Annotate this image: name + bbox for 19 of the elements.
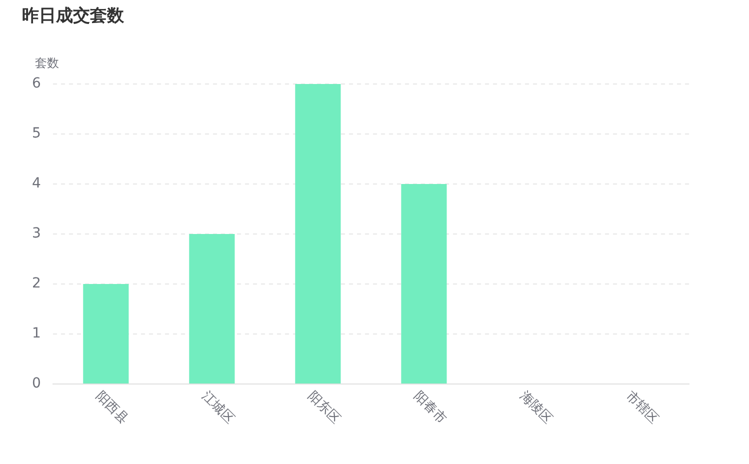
y-tick-label: 1: [32, 326, 41, 342]
y-tick-label: 4: [32, 176, 41, 192]
x-tick-label: 海陵区: [516, 388, 555, 427]
bar: [83, 284, 129, 384]
bar: [189, 234, 235, 384]
y-tick-label: 2: [32, 276, 41, 292]
x-tick-label: 阳春市: [410, 388, 449, 427]
x-tick-label: 市辖区: [622, 388, 661, 427]
y-tick-label: 6: [32, 76, 41, 92]
x-tick-label: 阳东区: [304, 388, 343, 427]
bar: [401, 184, 447, 384]
y-tick-label: 0: [32, 376, 41, 392]
chart-title: 昨日成交套数: [22, 6, 125, 26]
y-tick-label: 5: [32, 126, 41, 142]
x-tick-label: 江城区: [198, 388, 237, 427]
y-axis-title: 套数: [34, 56, 59, 70]
x-tick-label: 阳西县: [92, 388, 131, 427]
y-tick-label: 3: [32, 226, 41, 242]
bar: [295, 84, 341, 384]
